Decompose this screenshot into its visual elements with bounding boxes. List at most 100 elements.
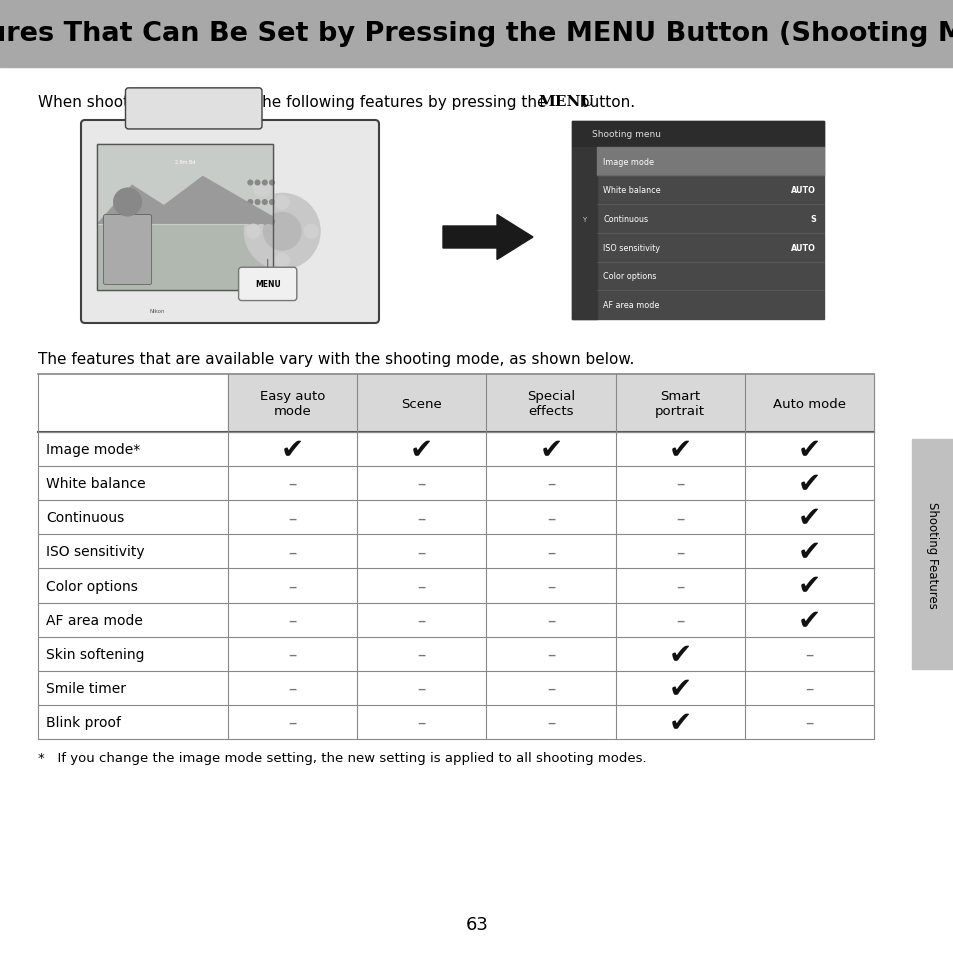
Text: –: – — [417, 611, 426, 629]
Text: When shooting, you can set the following features by pressing the: When shooting, you can set the following… — [38, 95, 551, 110]
Text: Shooting Features: Shooting Features — [925, 501, 939, 608]
Bar — [96, 144, 274, 291]
Circle shape — [304, 225, 318, 239]
Circle shape — [270, 181, 274, 186]
Circle shape — [255, 220, 259, 225]
Text: –: – — [804, 679, 813, 697]
Circle shape — [255, 200, 259, 205]
Text: –: – — [417, 713, 426, 731]
Text: AUTO: AUTO — [790, 186, 815, 195]
Text: –: – — [288, 475, 296, 493]
Text: –: – — [288, 713, 296, 731]
Text: Nikon: Nikon — [150, 309, 165, 314]
Text: –: – — [546, 509, 555, 527]
Bar — [744, 375, 873, 433]
Text: ✔: ✔ — [668, 674, 691, 702]
Text: Features That Can Be Set by Pressing the MENU Button (Shooting Menu): Features That Can Be Set by Pressing the… — [0, 21, 953, 47]
Text: ✔: ✔ — [668, 640, 691, 668]
Text: AF area mode: AF area mode — [602, 301, 659, 310]
Text: ✔: ✔ — [538, 436, 562, 463]
Text: –: – — [546, 611, 555, 629]
Text: ✔: ✔ — [797, 572, 821, 599]
Circle shape — [270, 200, 274, 205]
Text: ✔: ✔ — [797, 537, 821, 566]
Text: –: – — [546, 713, 555, 731]
Text: –: – — [546, 475, 555, 493]
Bar — [911, 439, 953, 669]
Text: ✔: ✔ — [281, 436, 304, 463]
Circle shape — [262, 200, 267, 205]
FancyBboxPatch shape — [238, 268, 296, 301]
Text: –: – — [676, 577, 683, 595]
Text: Color options: Color options — [46, 578, 138, 593]
Text: 63: 63 — [465, 915, 488, 933]
Circle shape — [113, 189, 142, 217]
Text: Auto mode: Auto mode — [772, 397, 845, 410]
Text: ✔: ✔ — [797, 606, 821, 634]
Text: ✔: ✔ — [668, 708, 691, 736]
Text: S: S — [809, 214, 815, 224]
Text: –: – — [676, 509, 683, 527]
Bar — [572, 122, 823, 148]
Circle shape — [262, 181, 267, 186]
Circle shape — [244, 194, 319, 270]
Text: Scene: Scene — [401, 397, 441, 410]
Text: –: – — [288, 509, 296, 527]
Text: –: – — [288, 645, 296, 663]
Text: AF area mode: AF area mode — [46, 613, 143, 627]
Circle shape — [255, 181, 259, 186]
Text: Special
effects: Special effects — [526, 390, 575, 417]
Circle shape — [274, 253, 289, 268]
Text: button.: button. — [575, 95, 635, 110]
Text: MENU: MENU — [254, 280, 280, 289]
Text: ✔: ✔ — [797, 436, 821, 463]
Text: ✔: ✔ — [410, 436, 433, 463]
Text: Smile timer: Smile timer — [46, 681, 126, 695]
Polygon shape — [96, 176, 274, 225]
Text: –: – — [417, 645, 426, 663]
Text: –: – — [676, 611, 683, 629]
Text: MENU: MENU — [537, 95, 593, 109]
Circle shape — [270, 220, 274, 225]
Text: ✔: ✔ — [797, 470, 821, 497]
Text: ✔: ✔ — [668, 436, 691, 463]
Text: Y: Y — [582, 216, 586, 222]
Bar — [572, 148, 597, 319]
Text: Color options: Color options — [602, 273, 656, 281]
Text: *   If you change the image mode setting, the new setting is applied to all shoo: * If you change the image mode setting, … — [38, 751, 646, 764]
Text: Continuous: Continuous — [46, 511, 124, 525]
Text: Shooting menu: Shooting menu — [592, 131, 660, 139]
Circle shape — [274, 195, 289, 211]
Bar — [597, 148, 823, 176]
Bar — [0, 0, 953, 68]
Text: ISO sensitivity: ISO sensitivity — [602, 243, 659, 253]
Text: –: – — [546, 679, 555, 697]
Bar — [356, 375, 486, 433]
Bar — [615, 375, 744, 433]
Text: –: – — [546, 645, 555, 663]
Text: –: – — [288, 611, 296, 629]
Text: –: – — [288, 679, 296, 697]
Text: Easy auto
mode: Easy auto mode — [259, 390, 325, 417]
Text: AUTO: AUTO — [790, 243, 815, 253]
Text: –: – — [804, 645, 813, 663]
Text: Continuous: Continuous — [602, 214, 648, 224]
Text: –: – — [546, 543, 555, 560]
Polygon shape — [442, 215, 533, 260]
Text: Skin softening: Skin softening — [46, 647, 144, 661]
Text: –: – — [676, 475, 683, 493]
Circle shape — [246, 225, 260, 239]
Bar — [228, 375, 356, 433]
Text: –: – — [546, 577, 555, 595]
Text: –: – — [417, 509, 426, 527]
Text: –: – — [288, 543, 296, 560]
Bar — [96, 144, 274, 291]
Text: ISO sensitivity: ISO sensitivity — [46, 545, 145, 558]
Text: –: – — [804, 713, 813, 731]
Circle shape — [248, 200, 253, 205]
Circle shape — [262, 220, 267, 225]
Circle shape — [263, 213, 301, 251]
Text: 2.9m Bd: 2.9m Bd — [174, 159, 195, 164]
Text: Image mode: Image mode — [602, 157, 654, 167]
Bar — [486, 375, 615, 433]
